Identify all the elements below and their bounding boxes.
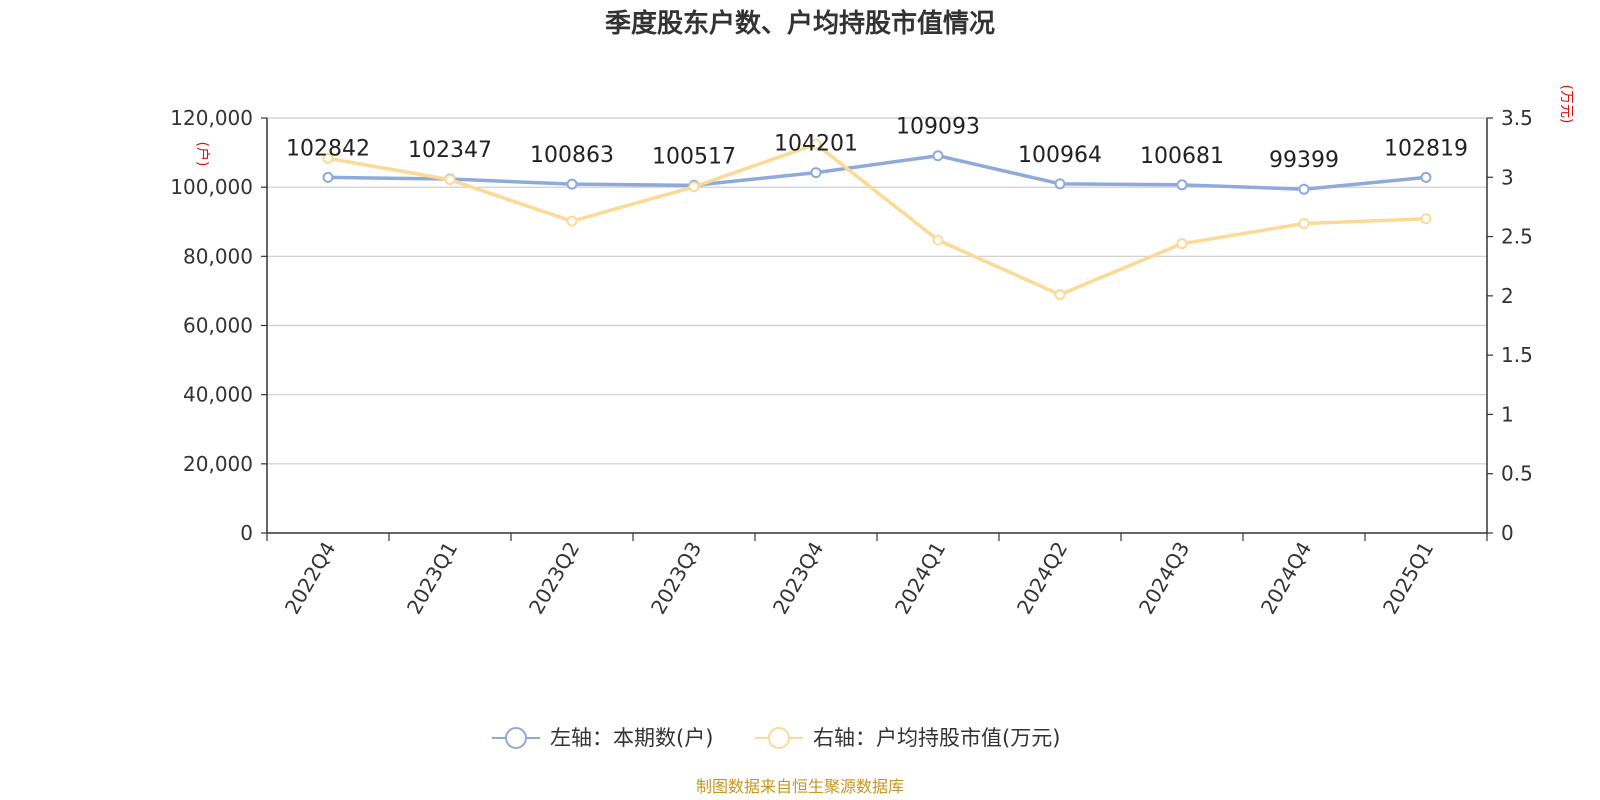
- legend[interactable]: 左轴：本期数(户) 右轴：户均持股市值(万元): [492, 726, 1060, 750]
- x-tick-label: 2023Q2: [524, 538, 584, 619]
- data-point-avg-value: [322, 152, 334, 164]
- data-label: 100517: [652, 144, 736, 169]
- left-tick-label: 20,000: [183, 452, 253, 476]
- series-line-households: [326, 153, 1428, 191]
- legend-swatch-marker: [768, 727, 790, 749]
- x-tick-label: 2023Q3: [646, 538, 706, 619]
- left-axis-unit: (户): [194, 142, 211, 167]
- data-label: 102842: [286, 136, 370, 161]
- data-point-avg-value: [1054, 289, 1066, 301]
- left-tick-label: 60,000: [183, 314, 253, 338]
- legend-label: 右轴：户均持股市值(万元): [813, 726, 1060, 750]
- right-tick-label: 0: [1501, 521, 1514, 545]
- legend-swatch-marker: [505, 727, 527, 749]
- data-point-households: [1176, 179, 1188, 191]
- data-point-avg-value: [444, 174, 456, 186]
- x-tick-label: 2023Q4: [768, 538, 828, 619]
- left-tick-label: 80,000: [183, 244, 253, 268]
- data-label: 100964: [1018, 143, 1102, 168]
- data-point-households: [1054, 178, 1066, 190]
- data-point-households: [322, 171, 334, 183]
- data-label: 102819: [1384, 136, 1468, 161]
- right-tick-label: 2: [1501, 284, 1514, 308]
- data-point-households: [1420, 171, 1432, 183]
- x-tick-label: 2024Q2: [1012, 538, 1072, 619]
- right-tick-label: 3: [1501, 165, 1514, 189]
- data-point-avg-value: [932, 234, 944, 246]
- right-tick-label: 2.5: [1501, 225, 1533, 249]
- legend-item-left-series[interactable]: 左轴：本期数(户): [492, 726, 713, 750]
- data-label: 100863: [530, 143, 614, 168]
- left-tick-label: 100,000: [170, 175, 253, 199]
- data-point-avg-value: [566, 215, 578, 227]
- data-point-avg-value: [1420, 213, 1432, 225]
- data-label: 100681: [1140, 144, 1224, 169]
- chart-title: 季度股东户数、户均持股市值情况: [605, 8, 995, 39]
- data-point-avg-value: [1298, 218, 1310, 230]
- x-tick-label: 2024Q3: [1134, 538, 1194, 619]
- x-tick-label: 2023Q1: [402, 538, 462, 619]
- x-tick-label: 2024Q1: [890, 538, 950, 619]
- right-tick-label: 1: [1501, 402, 1514, 426]
- x-tick-label: 2022Q4: [280, 538, 340, 619]
- data-point-avg-value: [810, 138, 822, 150]
- data-point-households: [1298, 183, 1310, 195]
- right-axis-ticks: 0 0.5 1 1.5 2 2.5 3 3.5: [1487, 106, 1533, 545]
- data-label: 109093: [896, 115, 980, 140]
- data-label: 102347: [408, 138, 492, 163]
- series-line-avg-value: [326, 142, 1428, 297]
- right-tick-label: 1.5: [1501, 343, 1533, 367]
- legend-item-right-series[interactable]: 右轴：户均持股市值(万元): [755, 726, 1060, 750]
- data-labels: 102842 102347 100863 100517 104201 109093 1009…: [286, 115, 1468, 174]
- x-tick-label: 2025Q1: [1378, 538, 1438, 619]
- data-point-households: [932, 150, 944, 162]
- left-axis-ticks: 0 20,000 40,000 60,000 80,000 100,000 120,000: [170, 106, 267, 545]
- data-label: 99399: [1269, 148, 1339, 173]
- data-source-note: 制图数据来自恒生聚源数据库: [696, 777, 904, 796]
- data-point-households: [566, 178, 578, 190]
- left-tick-label: 0: [240, 521, 253, 545]
- right-axis-unit: (万元): [1558, 85, 1574, 124]
- series-layer: [322, 138, 1432, 301]
- data-point-households: [810, 167, 822, 179]
- x-tick-label: 2024Q4: [1256, 538, 1316, 619]
- data-point-avg-value: [688, 181, 700, 193]
- data-label: 104201: [774, 132, 858, 157]
- left-tick-label: 120,000: [170, 106, 253, 130]
- right-tick-label: 3.5: [1501, 106, 1533, 130]
- x-axis-ticks: 2022Q4 2023Q1 2023Q2 2023Q3 2023Q4 2024Q1 2024…: [266, 533, 1488, 619]
- left-tick-label: 40,000: [183, 383, 253, 407]
- legend-label: 左轴：本期数(户): [550, 726, 713, 750]
- data-point-avg-value: [1176, 238, 1188, 250]
- right-tick-label: 0.5: [1501, 462, 1533, 486]
